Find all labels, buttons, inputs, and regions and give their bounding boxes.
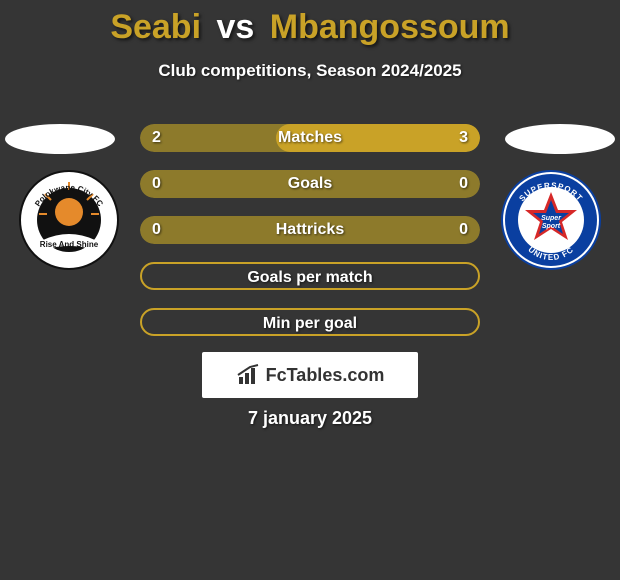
stat-label: Hattricks [140,216,480,244]
supersport-badge-icon: Super Sport SUPERSPORT UNITED FC [501,170,601,270]
stat-label: Goals [140,170,480,198]
stat-row: Goals per match [140,262,480,290]
polokwane-badge-icon: Polokwane City FC Rise And Shine [19,170,119,270]
title: Seabi vs Mbangossoum [0,0,620,47]
player1-name: Seabi [110,8,201,46]
left-club-motto: Rise And Shine [40,240,99,249]
date-text: 7 january 2025 [0,408,620,429]
right-club-badge: Super Sport SUPERSPORT UNITED FC [501,170,601,270]
stat-label: Min per goal [142,310,478,336]
left-disc [5,124,115,154]
right-disc [505,124,615,154]
player2-name: Mbangossoum [270,8,510,46]
svg-text:Super: Super [541,215,562,222]
stat-row: 23Matches [140,124,480,152]
branding-box: FcTables.com [202,352,418,398]
left-club-badge: Polokwane City FC Rise And Shine [19,170,119,270]
subtitle: Club competitions, Season 2024/2025 [0,61,620,81]
vs-text: vs [216,8,254,46]
stat-row: 00Hattricks [140,216,480,244]
branding-text: FcTables.com [266,365,385,386]
bar-chart-icon [236,363,260,387]
infographic-root: Seabi vs Mbangossoum Club competitions, … [0,0,620,580]
stat-label: Matches [140,124,480,152]
stat-row: 00Goals [140,170,480,198]
stat-label: Goals per match [142,264,478,290]
stat-row: Min per goal [140,308,480,336]
stats-panel: 23Matches 00Goals 00Hattricks Goals per mat… [140,124,480,354]
svg-text:Sport: Sport [542,223,561,230]
